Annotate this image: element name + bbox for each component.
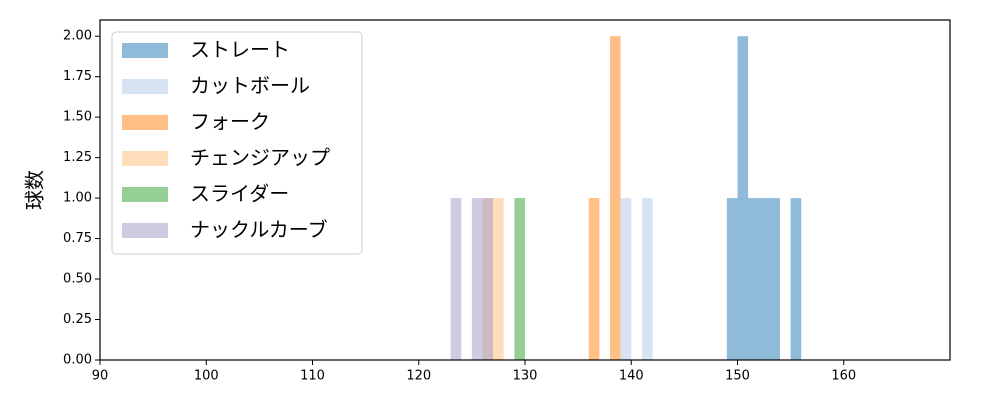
legend-label: チェンジアップ bbox=[190, 146, 330, 170]
x-tick-label: 150 bbox=[725, 369, 750, 384]
y-tick-label: 2.00 bbox=[63, 29, 92, 44]
bar bbox=[641, 198, 653, 360]
x-tick-label: 130 bbox=[513, 369, 538, 384]
bar bbox=[758, 198, 770, 360]
bar bbox=[737, 36, 749, 360]
x-tick-label: 100 bbox=[194, 369, 219, 384]
legend-label: ナックルカーブ bbox=[190, 218, 328, 242]
x-tick-label: 90 bbox=[92, 369, 109, 384]
y-tick-label: 0.50 bbox=[63, 272, 92, 287]
bar bbox=[493, 198, 504, 360]
y-tick-label: 1.25 bbox=[63, 150, 92, 165]
y-tick-label: 0.25 bbox=[63, 312, 92, 327]
bar bbox=[514, 198, 525, 360]
y-tick-label: 1.75 bbox=[63, 69, 92, 84]
legend-swatch bbox=[122, 79, 168, 94]
bar bbox=[726, 198, 738, 360]
bar bbox=[790, 198, 802, 360]
bar bbox=[610, 36, 621, 360]
legend-box bbox=[111, 31, 363, 255]
legend-swatch bbox=[122, 115, 168, 130]
legend-label: カットボール bbox=[190, 74, 310, 98]
bar bbox=[588, 198, 600, 360]
legend-label: ストレート bbox=[190, 38, 290, 62]
x-tick-label: 120 bbox=[406, 369, 431, 384]
x-tick-label: 140 bbox=[619, 369, 644, 384]
x-tick-label: 110 bbox=[300, 369, 325, 384]
bar bbox=[450, 198, 462, 360]
y-tick-label: 0.00 bbox=[63, 353, 92, 368]
bar bbox=[471, 198, 483, 360]
legend-label: スライダー bbox=[190, 182, 289, 206]
bar bbox=[620, 198, 632, 360]
plot-area bbox=[450, 36, 802, 360]
y-axis-label: 球数 bbox=[23, 170, 47, 210]
legend-swatch bbox=[122, 151, 168, 166]
bar bbox=[482, 198, 494, 360]
y-tick-label: 0.75 bbox=[63, 231, 92, 246]
legend-label: フォーク bbox=[190, 110, 270, 134]
legend-swatch bbox=[122, 187, 168, 202]
bar bbox=[769, 198, 780, 360]
legend-swatch bbox=[122, 223, 168, 238]
x-tick-label: 160 bbox=[831, 369, 856, 384]
y-tick-label: 1.50 bbox=[63, 110, 92, 125]
y-tick-label: 1.00 bbox=[63, 191, 92, 206]
legend-swatch bbox=[122, 43, 168, 58]
bar bbox=[748, 198, 759, 360]
